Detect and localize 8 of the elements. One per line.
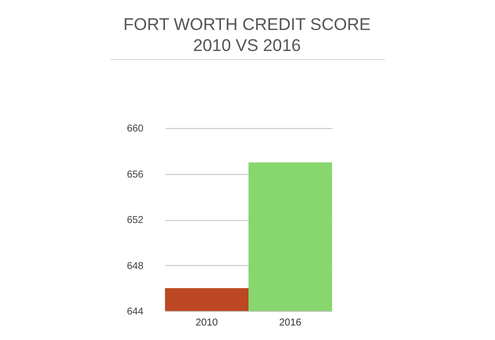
x-tick-label: 2016	[279, 318, 302, 328]
x-tick-label: 2010	[196, 318, 218, 328]
y-tick-label: 660	[126, 124, 144, 134]
chart-title: FORT WORTH CREDIT SCORE 2010 VS 2016	[122, 14, 372, 56]
y-tick-label: 656	[126, 169, 144, 180]
y-tick-label: 652	[126, 215, 144, 226]
y-tick-label: 644	[126, 306, 144, 318]
y-tick-label: 648	[126, 260, 144, 272]
